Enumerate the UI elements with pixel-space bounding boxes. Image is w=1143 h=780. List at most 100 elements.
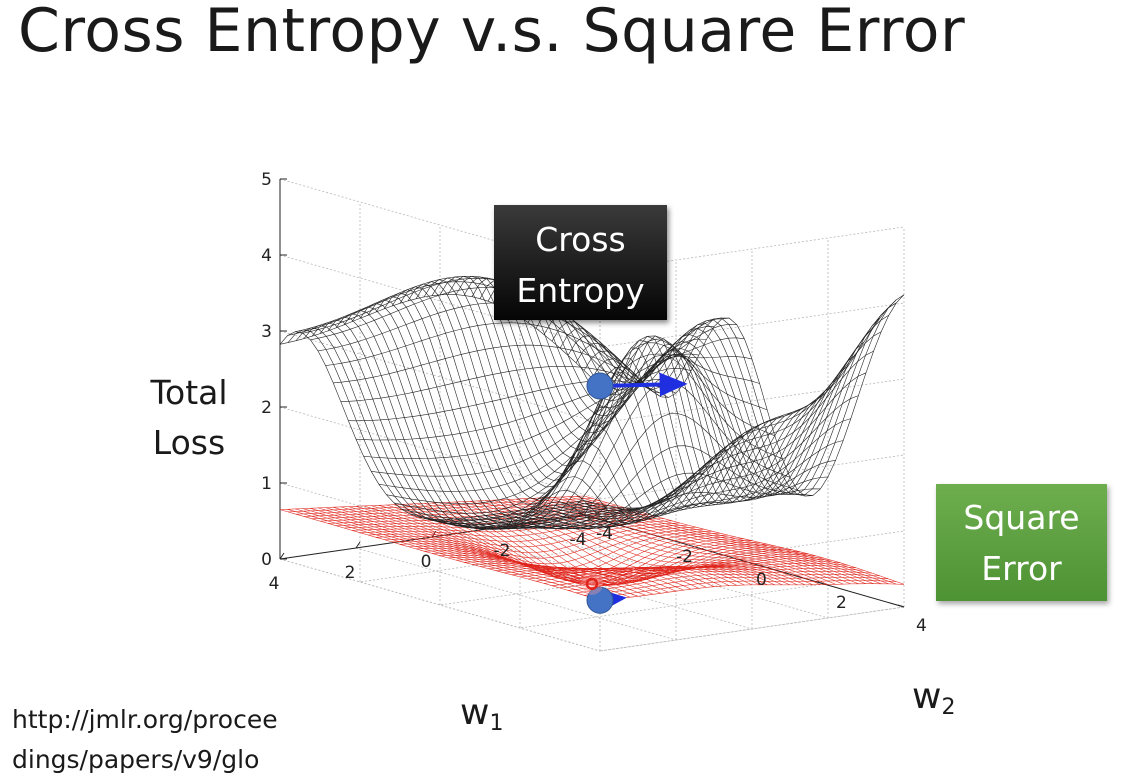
square-error-mesh-line <box>317 507 639 597</box>
gradient-arrow <box>599 372 688 397</box>
x-axis-label: w1 <box>460 692 503 736</box>
grid-line <box>279 406 601 500</box>
square-error-mesh-line <box>302 508 623 599</box>
z-axis-label-line1: Total <box>150 373 228 412</box>
cross-entropy-mesh-line <box>567 327 873 495</box>
cross-entropy-mesh-line <box>535 308 841 498</box>
y-axis-label: w2 <box>912 676 955 720</box>
cross-entropy-mesh-line <box>287 281 608 375</box>
grid-line <box>431 536 753 630</box>
cross-entropy-mesh-line <box>409 317 730 525</box>
start-point <box>586 372 614 400</box>
cross-entropy-mesh-line <box>333 344 654 393</box>
cross-entropy-mesh-line <box>416 323 737 528</box>
square-error-mesh-line <box>295 508 616 600</box>
square-error-mesh-line <box>287 509 608 600</box>
minimum-point <box>585 577 599 591</box>
cross-entropy-mesh-line <box>551 321 857 496</box>
minimum-glow <box>581 572 603 595</box>
square-error-mesh-line <box>455 542 761 586</box>
z-tick-label: 3 <box>261 322 272 342</box>
x-tick-label: 4 <box>269 574 280 594</box>
square-error-mesh-line <box>371 505 692 590</box>
cross-entropy-mesh-line <box>303 325 609 526</box>
cross-entropy-mesh-line <box>424 337 745 530</box>
square-error-mesh-line <box>279 509 601 601</box>
cross-entropy-mesh-line <box>591 299 897 496</box>
cross-entropy-mesh-line <box>348 380 669 422</box>
cross-entropy-mesh-line <box>295 327 601 524</box>
cross-entropy-mesh-line <box>279 294 601 387</box>
start-point <box>586 586 614 614</box>
cross-entropy-mesh-line <box>340 366 661 402</box>
cross-entropy-mesh-line <box>371 367 692 477</box>
cross-entropy-mesh-line <box>487 281 793 505</box>
cross-entropy-mesh-line <box>543 314 849 497</box>
y-tick-label: -2 <box>676 547 693 567</box>
z-axis-label-line2: Loss <box>152 423 226 462</box>
cross-entropy-mesh-line <box>447 275 753 510</box>
cross-entropy-label-line1: Cross <box>535 220 626 259</box>
cross-entropy-mesh-line <box>471 277 777 506</box>
cross-entropy-mesh-line <box>325 322 646 385</box>
cross-entropy-mesh-line <box>401 318 722 521</box>
x-axis-label-main: w <box>460 692 489 733</box>
square-error-label-line1: Square <box>963 498 1080 537</box>
x-axis-label-sub: 1 <box>489 711 503 736</box>
y-tick <box>897 604 905 608</box>
cross-entropy-mesh-line <box>439 276 745 512</box>
grid-line <box>279 330 601 424</box>
cross-entropy-mesh-line <box>599 294 905 497</box>
square-error-mesh-line <box>599 583 905 601</box>
square-error-surface <box>279 495 905 601</box>
square-error-mesh-line <box>583 577 889 596</box>
cross-entropy-mesh-line <box>378 353 699 492</box>
square-error-label-line2: Error <box>981 549 1062 588</box>
svg-text:w2: w2 <box>912 676 955 720</box>
reference-link[interactable]: http://jmlr.org/procee dings/papers/v9/g… <box>12 705 278 774</box>
z-tick-label: 2 <box>261 398 272 418</box>
cross-entropy-mesh-line <box>583 307 889 495</box>
z-tick-label: 4 <box>261 246 272 266</box>
cross-entropy-mesh-line <box>391 289 697 526</box>
square-error-mesh-line <box>511 554 817 576</box>
square-error-mesh-line <box>519 556 825 578</box>
square-error-mesh-line <box>567 571 873 591</box>
z-tick-label: 1 <box>261 474 272 494</box>
y-tick-label: 0 <box>756 570 767 590</box>
square-error-mesh-line <box>479 547 785 582</box>
grid-line <box>519 583 825 629</box>
slide-title: Cross Entropy v.s. Square Error <box>18 0 966 66</box>
grid-line <box>507 525 829 619</box>
cross-entropy-mesh-line <box>463 276 769 508</box>
square-error-mesh-line <box>363 505 684 591</box>
grid-line <box>355 547 677 641</box>
y-tick-label: 2 <box>836 593 847 613</box>
cross-entropy-mesh-line <box>317 302 639 377</box>
y-tick <box>817 581 825 585</box>
annotations <box>581 372 688 614</box>
cross-entropy-mesh-line <box>527 302 833 500</box>
square-error-mesh-line <box>559 568 865 589</box>
square-error-mesh-line <box>310 508 631 598</box>
y-axis-label-sub: 2 <box>941 695 955 720</box>
grid-line <box>279 558 601 652</box>
y-tick-label: 4 <box>916 616 927 636</box>
cross-entropy-label: Cross Entropy <box>494 205 667 320</box>
y-axis-label-main: w <box>912 676 941 717</box>
square-error-mesh-line <box>591 580 897 598</box>
square-error-mesh-line <box>551 565 857 586</box>
square-error-label: Square Error <box>936 484 1107 601</box>
x-tick <box>355 541 361 549</box>
tick-labels: 0 1 2 3 4 5 4 2 0 -2 -4 -4 -2 0 2 4 <box>261 170 927 636</box>
x-tick-label: -4 <box>570 530 587 550</box>
x-tick-label: 2 <box>345 563 356 583</box>
square-error-mesh-line <box>543 562 849 584</box>
grid-line <box>279 254 601 348</box>
svg-text:w1: w1 <box>460 692 503 736</box>
grid-line <box>439 560 745 606</box>
square-error-mesh-line <box>487 548 793 579</box>
x-tick-label: -2 <box>494 541 511 561</box>
square-error-mesh-line <box>340 506 661 594</box>
